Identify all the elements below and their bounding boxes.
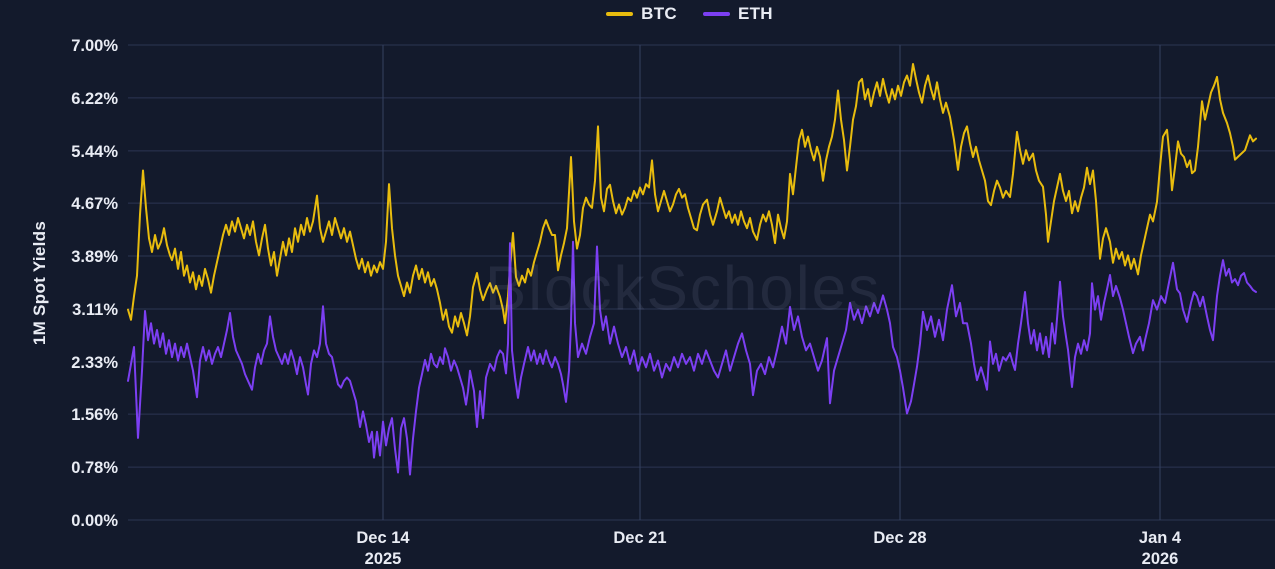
y-tick-label: 1.56% — [71, 406, 118, 424]
y-tick-label: 6.22% — [71, 90, 118, 108]
y-tick-label: 5.44% — [71, 143, 118, 161]
y-tick-label: 3.89% — [71, 248, 118, 266]
legend: BTC ETH — [0, 4, 1275, 24]
y-tick-label: 4.67% — [71, 195, 118, 213]
y-tick-label: 2.33% — [71, 354, 118, 372]
x-tick-label: Jan 4 — [1139, 529, 1182, 547]
x-tick-year-label: 2025 — [365, 550, 402, 568]
eth-line-series[interactable] — [127, 240, 1257, 476]
y-tick-label: 0.00% — [71, 512, 118, 530]
legend-item-eth[interactable]: ETH — [702, 4, 773, 24]
x-tick-label: Dec 28 — [873, 529, 926, 547]
x-tick-year-label: 2026 — [1142, 550, 1179, 568]
eth-legend-label: ETH — [737, 4, 773, 23]
btc-legend-label: BTC — [641, 4, 677, 23]
btc-legend-swatch — [606, 12, 634, 16]
y-tick-label: 3.11% — [72, 301, 118, 319]
x-tick-label: Dec 21 — [613, 529, 666, 547]
y-tick-label: 0.78% — [71, 459, 118, 477]
x-tick-label: Dec 14 — [356, 529, 410, 547]
eth-legend-swatch — [702, 12, 730, 16]
legend-items: BTC ETH — [606, 4, 773, 24]
y-axis-title: 1M Spot Yields — [30, 220, 49, 346]
btc-line-series[interactable] — [127, 63, 1257, 337]
legend-item-btc[interactable]: BTC — [606, 4, 677, 24]
y-tick-label: 7.00% — [71, 37, 118, 55]
